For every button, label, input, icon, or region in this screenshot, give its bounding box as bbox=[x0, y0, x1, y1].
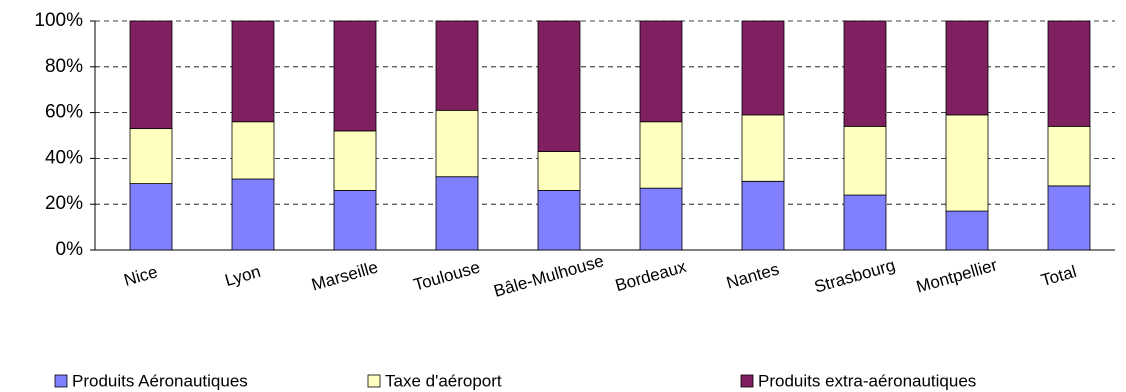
bar-segment bbox=[945, 20, 989, 116]
bar-segment bbox=[1047, 125, 1091, 187]
bar-segment bbox=[639, 20, 683, 123]
bar-segment bbox=[843, 194, 887, 251]
legend-label: Produits Aéronautiques bbox=[72, 371, 248, 390]
y-tick-label: 100% bbox=[34, 10, 83, 31]
legend-label: Produits extra-aéronautiques bbox=[758, 371, 976, 390]
bar-segment bbox=[129, 183, 173, 251]
bar-segment bbox=[639, 121, 683, 189]
x-tick-label: Nice bbox=[122, 262, 160, 290]
bar-segment bbox=[435, 176, 479, 251]
bar-segment bbox=[1047, 20, 1091, 127]
bar-segment bbox=[129, 20, 173, 130]
bar-segment bbox=[945, 114, 989, 212]
bar-segment bbox=[537, 190, 581, 251]
x-tick-label: Strasbourg bbox=[812, 255, 897, 296]
legend-label: Taxe d'aéroport bbox=[385, 371, 502, 390]
y-tick-label: 60% bbox=[45, 102, 83, 123]
bar-segment bbox=[537, 151, 581, 191]
bar-segment bbox=[333, 190, 377, 251]
x-tick-label: Marseille bbox=[309, 258, 380, 295]
bar-segment bbox=[1047, 185, 1091, 251]
x-tick-label: Toulouse bbox=[411, 258, 482, 295]
bar-segment bbox=[537, 20, 581, 152]
bar-segment bbox=[741, 20, 785, 116]
bar-segment bbox=[741, 114, 785, 182]
bar-segment bbox=[333, 20, 377, 132]
x-tick-label: Nantes bbox=[724, 259, 781, 292]
bar-segment bbox=[231, 20, 275, 123]
legend-swatch bbox=[367, 374, 381, 388]
y-tick-label: 0% bbox=[56, 239, 84, 260]
y-tick-label: 20% bbox=[45, 193, 83, 214]
x-tick-label: Total bbox=[1039, 262, 1079, 290]
bar-segment bbox=[639, 187, 683, 251]
y-tick-label: 80% bbox=[45, 56, 83, 77]
x-tick-label: Lyon bbox=[223, 262, 263, 290]
bar-segment bbox=[843, 20, 887, 127]
bar-segment bbox=[945, 210, 989, 251]
bar-segment bbox=[333, 130, 377, 191]
legend-swatch bbox=[54, 374, 68, 388]
bar-segment bbox=[741, 180, 785, 251]
legend-swatch bbox=[740, 374, 754, 388]
bar-segment bbox=[435, 20, 479, 111]
x-tick-label: Montpellier bbox=[914, 255, 999, 296]
bar-segment bbox=[843, 125, 887, 196]
x-tick-label: Bâle-Mulhouse bbox=[492, 251, 606, 301]
y-tick-label: 40% bbox=[45, 147, 83, 168]
bar-segment bbox=[129, 128, 173, 184]
x-tick-label: Bordeaux bbox=[613, 257, 689, 295]
bar-segment bbox=[231, 121, 275, 180]
bar-segment bbox=[435, 109, 479, 178]
bar-segment bbox=[231, 178, 275, 251]
